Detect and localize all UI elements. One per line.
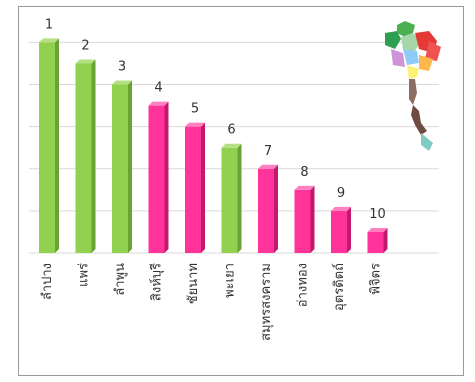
bar-side — [55, 38, 59, 253]
bar-face — [294, 189, 311, 253]
bar-top — [39, 38, 59, 43]
bar-top — [367, 227, 388, 232]
category-labels: ลำปาง แพร่ ลำพูน สิงห์บุรี ชัยนาท พะเยา สมุทรส… — [40, 263, 384, 341]
bar — [331, 206, 351, 253]
bar-side — [310, 185, 315, 253]
bar-side — [237, 143, 242, 253]
bar-face — [258, 168, 274, 253]
bars — [39, 38, 388, 254]
bar — [221, 143, 242, 253]
bar-chart: 1 2 3 4 5 6 7 8 9 10 ลำปาง แพร่ ลำพูน สิงห์บุรี ชัยนา… — [29, 17, 441, 341]
category-label: สิงห์บุรี — [149, 263, 165, 301]
bar-side — [347, 206, 351, 253]
bar-top — [148, 101, 169, 106]
thailand-region-map-icon — [385, 21, 441, 151]
category-label: สมุทรสงคราม — [259, 263, 274, 341]
bar — [294, 185, 315, 253]
bar-top — [221, 143, 242, 148]
bar-face — [75, 63, 92, 253]
rank-label: 5 — [191, 102, 199, 117]
bar-side — [128, 80, 132, 254]
bar-top — [331, 206, 351, 211]
bar — [148, 101, 169, 253]
bar-side — [274, 164, 278, 253]
category-label: อ่างทอง — [296, 263, 311, 307]
rank-label: 4 — [154, 81, 162, 96]
rank-label: 2 — [81, 38, 89, 53]
bar-top — [294, 185, 315, 190]
bar-top — [258, 164, 278, 169]
rank-label: 1 — [45, 17, 53, 32]
bar-face — [331, 210, 347, 253]
category-label: ชัยนาท — [186, 263, 201, 304]
bar-top — [185, 122, 205, 127]
rank-label: 8 — [300, 165, 308, 180]
category-label: พะเยา — [223, 263, 238, 298]
category-label: พิจิตร — [369, 263, 384, 295]
category-label: แพร่ — [77, 263, 92, 287]
rank-label: 9 — [337, 186, 345, 201]
category-label: อุตรดิตถ์ — [331, 263, 347, 311]
rank-labels: 1 2 3 4 5 6 7 8 9 10 — [45, 17, 386, 222]
bar — [75, 59, 96, 253]
rank-label: 10 — [369, 207, 386, 222]
category-label: ลำพูน — [113, 263, 128, 296]
rank-label: 3 — [118, 60, 126, 75]
bar-face — [112, 84, 128, 254]
bar — [39, 38, 59, 253]
bar-face — [221, 147, 238, 253]
bar-top — [112, 80, 132, 85]
bar-side — [383, 227, 388, 253]
rank-label: 7 — [264, 144, 272, 159]
bar-face — [148, 105, 165, 253]
bar-face — [185, 126, 201, 253]
bar-face — [367, 231, 384, 253]
bar-side — [91, 59, 96, 253]
category-label: ลำปาง — [40, 263, 55, 300]
bar-side — [164, 101, 169, 253]
bar — [185, 122, 205, 254]
bar-face — [39, 42, 55, 253]
chart-frame: 1 2 3 4 5 6 7 8 9 10 ลำปาง แพร่ ลำพูน สิงห์บุรี ชัยนา… — [18, 6, 464, 376]
bar — [112, 80, 132, 254]
bar-top — [75, 59, 96, 64]
bar-side — [201, 122, 205, 254]
bar — [367, 227, 388, 253]
bar — [258, 164, 278, 253]
rank-label: 6 — [227, 123, 235, 138]
